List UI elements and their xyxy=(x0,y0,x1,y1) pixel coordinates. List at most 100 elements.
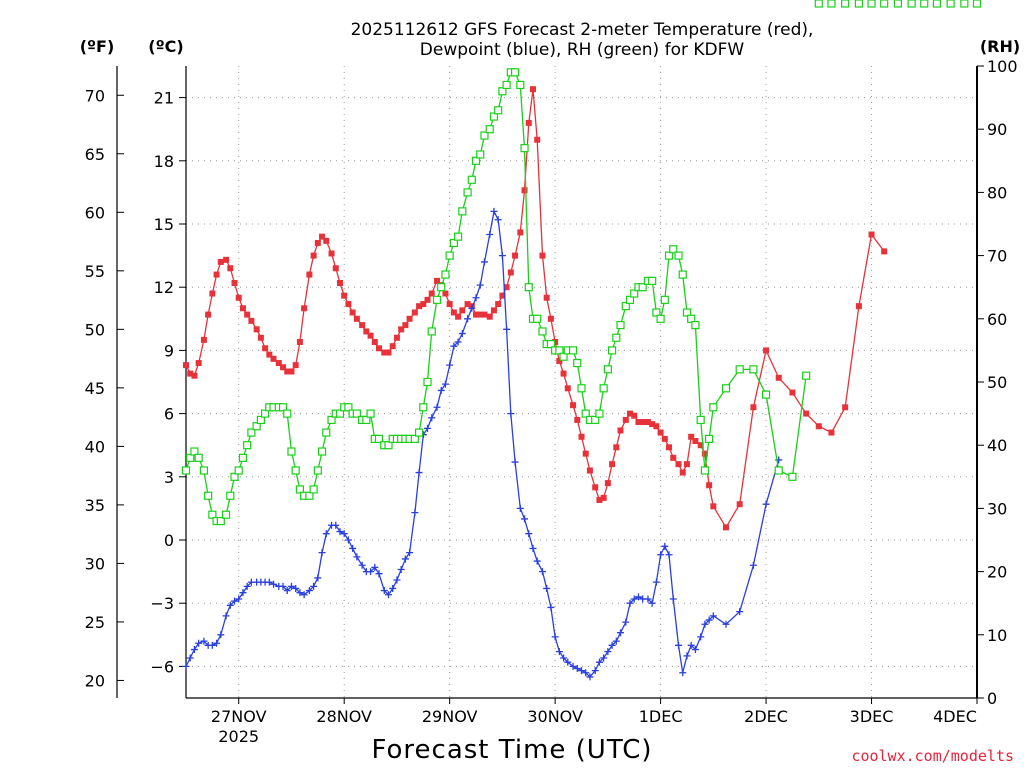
dewpoint-point xyxy=(239,589,247,597)
dewpoint-point xyxy=(679,669,687,677)
x-tick-label: 1DEC xyxy=(639,707,683,726)
dewpoint-point xyxy=(736,608,744,616)
dewpoint-point xyxy=(468,304,476,312)
rh-point xyxy=(432,295,442,304)
temperature-point xyxy=(359,322,366,329)
rh-point xyxy=(625,295,635,304)
rh-point xyxy=(664,251,674,260)
rh-point xyxy=(335,409,345,418)
temperature-point xyxy=(195,360,202,367)
rh-point xyxy=(458,207,467,216)
temperature-point xyxy=(398,326,405,333)
rh-point xyxy=(186,453,195,462)
dewpoint-point xyxy=(612,637,620,645)
rh-point xyxy=(352,409,361,418)
x-tick-label: 28NOV xyxy=(316,707,372,726)
dewpoint-point xyxy=(305,587,313,595)
rh-point xyxy=(591,415,600,425)
dewpoint-point xyxy=(265,578,273,586)
temperature-point xyxy=(416,303,423,310)
temperature-point xyxy=(635,419,642,426)
rh-point xyxy=(802,371,811,380)
temperature-point xyxy=(706,482,713,489)
dewpoint-point xyxy=(401,555,409,563)
rh-point xyxy=(366,409,375,418)
temperature-point xyxy=(507,269,514,276)
temperature-point xyxy=(239,305,246,312)
dewpoint-point xyxy=(217,631,225,639)
dewpoint-point xyxy=(283,587,291,595)
temperature-point xyxy=(446,301,453,308)
temperature-point xyxy=(213,271,220,278)
dewpoint-point xyxy=(433,403,441,411)
temperature-point xyxy=(570,402,577,409)
dewpoint-point xyxy=(332,521,340,529)
dewpoint-point xyxy=(464,315,472,323)
fahrenheit-tick-label: 50 xyxy=(85,320,105,339)
temperature-point xyxy=(639,419,646,426)
temperature-point xyxy=(688,433,695,440)
series-dewpoint xyxy=(183,208,783,681)
rh-point xyxy=(234,466,243,475)
temperature-point xyxy=(314,239,321,246)
dewpoint-point xyxy=(490,207,498,215)
dewpoint-point xyxy=(243,582,251,590)
dewpoint-point xyxy=(458,330,466,338)
dewpoint-point xyxy=(292,584,300,592)
dewpoint-point xyxy=(591,667,599,675)
temperature-point xyxy=(284,368,291,375)
series xyxy=(183,0,982,681)
dewpoint-point xyxy=(411,509,419,517)
rh-point xyxy=(638,283,647,292)
temperature-point xyxy=(617,427,624,434)
dewpoint-point xyxy=(604,648,612,656)
rh-point xyxy=(524,283,533,292)
temperature-point xyxy=(288,368,295,375)
temperature-point xyxy=(631,412,638,419)
dewpoint-point xyxy=(441,380,449,388)
temperature-point xyxy=(775,374,782,381)
rh-point xyxy=(687,314,696,323)
temperature-point xyxy=(592,484,599,491)
dewpoint-point xyxy=(630,595,638,603)
dewpoint-point xyxy=(472,294,480,302)
temperature-point xyxy=(450,309,457,316)
rh-point xyxy=(880,0,889,8)
dewpoint-point xyxy=(705,616,713,624)
rh-line xyxy=(185,71,807,522)
dewpoint-point xyxy=(424,424,432,432)
rh-point xyxy=(735,365,744,374)
rh-point xyxy=(204,491,213,500)
rh-point xyxy=(814,0,823,8)
temperature-point xyxy=(503,284,510,291)
rh-point xyxy=(291,466,300,475)
rh-point xyxy=(656,314,665,323)
dewpoint-point xyxy=(564,658,572,666)
rh-point xyxy=(226,491,235,500)
fahrenheit-tick-label: 35 xyxy=(85,496,105,515)
temperature-point xyxy=(442,290,449,297)
temperature-point xyxy=(828,429,835,436)
dewpoint-point xyxy=(270,580,278,588)
temperature-point xyxy=(574,416,581,423)
temperature-point xyxy=(521,187,528,194)
dewpoint-point xyxy=(389,584,397,592)
rh-point xyxy=(533,314,542,323)
dewpoint-point xyxy=(687,641,695,649)
rh-point xyxy=(652,308,661,317)
dewpoint-point xyxy=(318,549,326,557)
dewpoint-point xyxy=(384,591,392,599)
temperature-point xyxy=(803,410,810,417)
rh-point xyxy=(322,428,331,437)
dewpoint-point xyxy=(675,641,683,649)
rh-point xyxy=(630,289,639,298)
temperature-point xyxy=(701,450,708,457)
rh-point xyxy=(538,327,547,336)
rh-point xyxy=(278,403,288,412)
rh-point xyxy=(721,384,731,393)
temperature-point xyxy=(622,416,629,423)
temperature-point xyxy=(376,345,383,352)
temperature-point xyxy=(389,343,396,350)
dewpoint-point xyxy=(353,553,361,561)
